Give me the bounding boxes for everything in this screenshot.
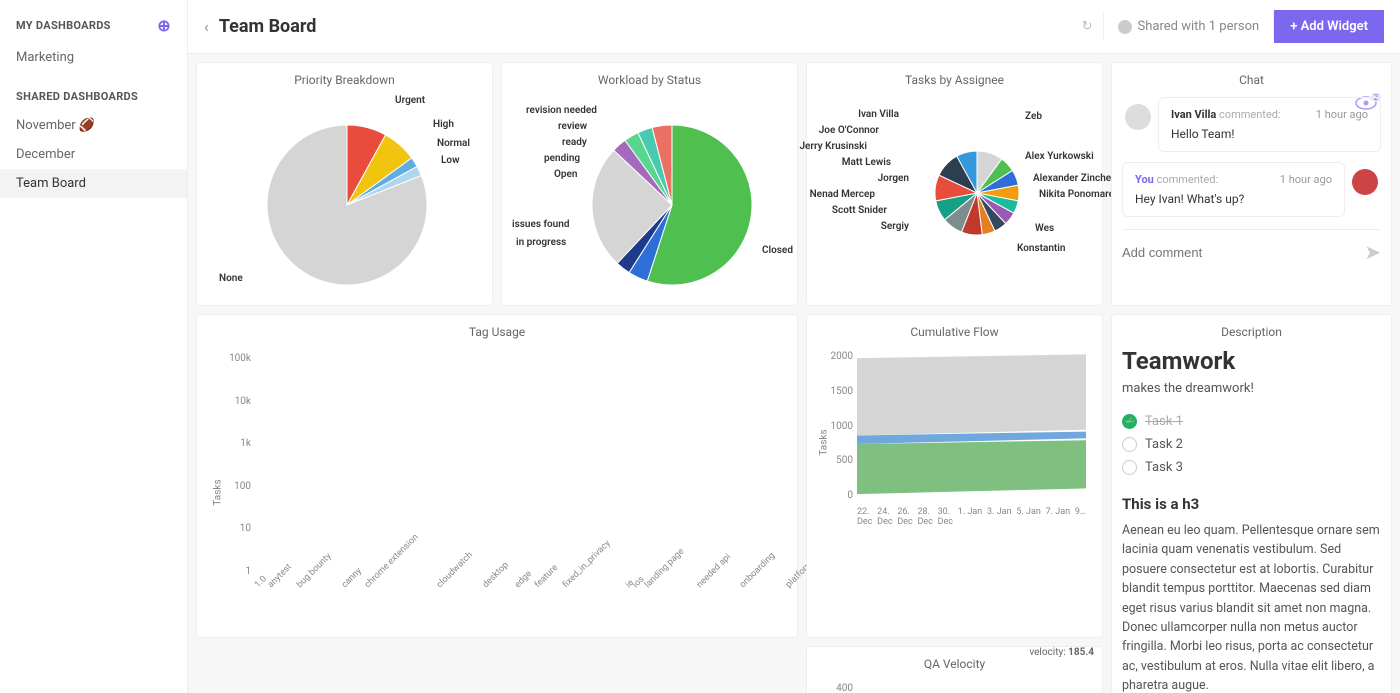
pie-slice-label: None — [219, 273, 243, 284]
card-title: Workload by Status — [512, 73, 787, 87]
pie-slice-label: Nikita Ponomarev — [1039, 189, 1119, 200]
x-axis-label: 5. Jan — [1016, 507, 1041, 527]
x-axis-label: 28.Dec — [917, 507, 932, 527]
pie-slice-label: Jerry Krusinski — [777, 141, 867, 152]
velocity-label: velocity: 185.4 — [1029, 647, 1094, 658]
pie-slice-label: Normal — [437, 138, 470, 149]
pie-slice-label: Sergiy — [819, 221, 909, 232]
topbar: ‹ Team Board ↻ Shared with 1 person + Ad… — [188, 0, 1400, 54]
x-axis-label: 26.Dec — [897, 507, 912, 527]
refresh-icon[interactable]: ↻ — [1072, 13, 1103, 40]
pie-slice-label: issues found — [512, 219, 569, 230]
card-title: Priority Breakdown — [207, 73, 482, 87]
priority-breakdown-card: Priority Breakdown Urgent High Normal Low No… — [196, 62, 493, 306]
sidebar-item[interactable]: Marketing — [0, 43, 187, 72]
chat-author: Ivan Villa — [1171, 108, 1216, 121]
pie-slice-label: High — [433, 119, 454, 130]
pie-slice-label: Nenad Mercep — [785, 189, 875, 200]
x-axis-label: 9… — [1075, 507, 1086, 527]
cumulative-flow-card: Cumulative Flow Tasks 2000150010005000 2… — [806, 314, 1103, 638]
description-card: Description Teamwork makes the dreamwork… — [1111, 314, 1392, 693]
my-dashboards-header: MY DASHBOARDS — [16, 19, 111, 32]
pie-slice-label: ready — [562, 137, 587, 148]
task-label: Task 2 — [1145, 437, 1183, 452]
task-label: Task 1 — [1145, 414, 1183, 429]
description-heading: Teamwork — [1122, 347, 1381, 375]
pie-slice-label: Wes — [1035, 223, 1054, 234]
avatar — [1125, 104, 1151, 130]
pie-slice-label: revision needed — [526, 105, 597, 116]
chat-card: Chat 2 Ivan Villa commented:1 hour ago H… — [1111, 62, 1392, 306]
chat-time: 1 hour ago — [1280, 173, 1332, 186]
chat-input[interactable] — [1122, 245, 1364, 260]
sidebar-item[interactable]: Team Board — [0, 169, 187, 198]
chat-message: Ivan Villa commented:1 hour ago Hello Te… — [1158, 97, 1381, 152]
page-title: Team Board — [219, 16, 1072, 37]
shared-dashboards-header: SHARED DASHBOARDS — [16, 90, 138, 103]
chat-time: 1 hour ago — [1316, 108, 1368, 121]
pie-slice-label: Zeb — [1025, 111, 1042, 122]
pie-slice-label: pending — [544, 153, 580, 164]
checkbox-icon[interactable] — [1122, 460, 1137, 475]
x-axis-label: 7. Jan — [1046, 507, 1071, 527]
pie-slice-label: Urgent — [395, 95, 425, 106]
task-item[interactable]: Task 2 — [1122, 433, 1381, 456]
card-title: Chat — [1122, 73, 1381, 87]
card-title: QA Velocity — [817, 657, 1092, 671]
pie-slice-label: Konstantin — [1017, 243, 1065, 254]
pie-slice-label: Scott Snider — [797, 205, 887, 216]
sidebar-item[interactable]: November 🏈 — [0, 111, 187, 140]
task-item[interactable]: ✓ Task 1 — [1122, 410, 1381, 433]
chat-body: Hello Team! — [1171, 127, 1368, 141]
x-axis-label: 24.Dec — [877, 507, 892, 527]
x-axis-label: 30.Dec — [938, 507, 953, 527]
pie-chart — [512, 95, 792, 295]
back-icon[interactable]: ‹ — [204, 17, 209, 36]
workload-by-status-card: Workload by Status Closed in progress issu… — [501, 62, 798, 306]
task-item[interactable]: Task 3 — [1122, 456, 1381, 479]
pie-slice-label: Joe O'Connor — [789, 125, 879, 136]
shared-with-button[interactable]: Shared with 1 person — [1103, 13, 1275, 40]
pie-slice-label: Low — [441, 155, 459, 166]
person-icon — [1118, 20, 1132, 34]
card-title: Tasks by Assignee — [817, 73, 1092, 87]
pie-slice-label: Alex Yurkowski — [1025, 151, 1094, 162]
add-widget-button[interactable]: + Add Widget — [1274, 10, 1384, 43]
tag-usage-card: Tag Usage Tasks 100k10k1k100101 1.0anyte… — [196, 314, 798, 638]
sidebar-item[interactable]: December — [0, 140, 187, 169]
card-title: Cumulative Flow — [817, 325, 1092, 339]
x-axis-label: 3. Jan — [987, 507, 1012, 527]
description-sub: makes the dreamwork! — [1122, 381, 1381, 396]
chat-body: Hey Ivan! What's up? — [1135, 192, 1332, 206]
pie-slice-label: Ivan Villa — [809, 109, 899, 120]
pie-slice-label: Open — [554, 169, 578, 180]
pie-slice-label: Matt Lewis — [801, 157, 891, 168]
description-paragraph: Aenean eu leo quam. Pellentesque ornare … — [1122, 521, 1381, 693]
description-h3: This is a h3 — [1122, 495, 1381, 513]
chat-message: You commented:1 hour ago Hey Ivan! What'… — [1122, 162, 1345, 217]
checkbox-icon[interactable] — [1122, 437, 1137, 452]
chat-author: You — [1135, 173, 1154, 186]
qa-velocity-card: QA Velocity velocity: 185.4 Tasks 050100… — [806, 646, 1103, 693]
x-axis-label: 1. Jan — [958, 507, 983, 527]
pie-slice-label: review — [558, 121, 587, 132]
pie-slice-label: Closed — [762, 245, 793, 256]
checkbox-icon[interactable]: ✓ — [1122, 414, 1137, 429]
card-title: Description — [1122, 325, 1381, 339]
add-dashboard-icon[interactable]: ⊕ — [157, 16, 171, 35]
send-icon[interactable]: ➤ — [1364, 240, 1381, 264]
tasks-by-assignee-card: Tasks by Assignee Ivan VillaJoe O'Connor… — [806, 62, 1103, 306]
sidebar: MY DASHBOARDS ⊕ Marketing SHARED DASHBOA… — [0, 0, 188, 693]
card-title: Tag Usage — [207, 325, 787, 339]
pie-slice-label: in progress — [516, 237, 566, 248]
x-axis-label: 22.Dec — [857, 507, 872, 527]
task-label: Task 3 — [1145, 460, 1183, 475]
pie-slice-label: Jorgen — [819, 173, 909, 184]
avatar — [1352, 169, 1378, 195]
